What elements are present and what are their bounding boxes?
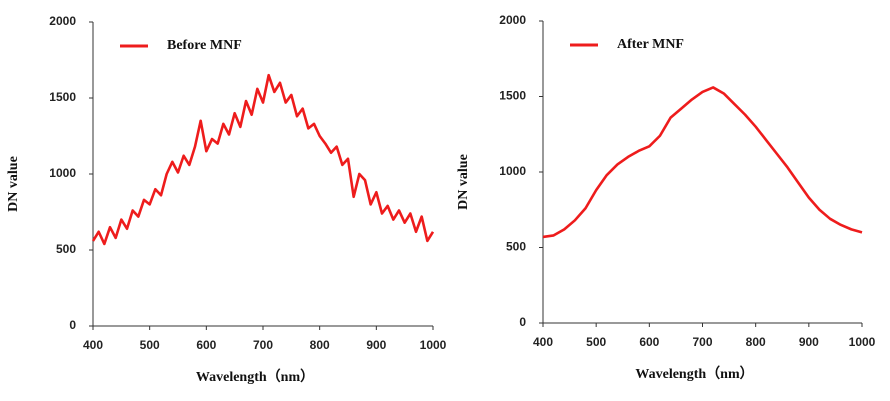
data-line <box>91 73 435 246</box>
x-tick-label: 1000 <box>420 338 447 352</box>
y-tick-label: 1500 <box>49 90 76 104</box>
data-line <box>542 86 863 239</box>
x-axis-label: Wavelength（nm） <box>196 369 314 385</box>
x-tick-label: 400 <box>533 335 553 349</box>
legend-label: After MNF <box>617 37 684 52</box>
x-axis-label: Wavelength（nm） <box>635 366 753 382</box>
y-axis-label: DN value <box>6 156 21 212</box>
x-tick-label: 700 <box>253 338 273 352</box>
x-tick-label: 900 <box>366 338 386 352</box>
x-tick-label: 500 <box>140 338 160 352</box>
y-tick-label: 500 <box>56 242 76 256</box>
legend-label: Before MNF <box>167 38 242 53</box>
y-tick-label: 0 <box>519 315 526 329</box>
x-tick-label: 500 <box>586 335 606 349</box>
x-tick-label: 1000 <box>849 335 876 349</box>
x-tick-label: 800 <box>310 338 330 352</box>
x-tick-label: 900 <box>799 335 819 349</box>
x-tick-label: 700 <box>692 335 712 349</box>
y-tick-label: 1000 <box>499 164 526 178</box>
y-tick-label: 2000 <box>499 13 526 27</box>
y-tick-label: 1000 <box>49 166 76 180</box>
y-tick-label: 1500 <box>499 89 526 103</box>
y-tick-label: 0 <box>69 318 76 332</box>
x-tick-label: 600 <box>639 335 659 349</box>
y-axis-label: DN value <box>456 154 471 210</box>
x-tick-label: 400 <box>83 338 103 352</box>
x-tick-label: 600 <box>196 338 216 352</box>
x-tick-label: 800 <box>746 335 766 349</box>
y-tick-label: 500 <box>506 240 526 254</box>
y-tick-label: 2000 <box>49 14 76 28</box>
